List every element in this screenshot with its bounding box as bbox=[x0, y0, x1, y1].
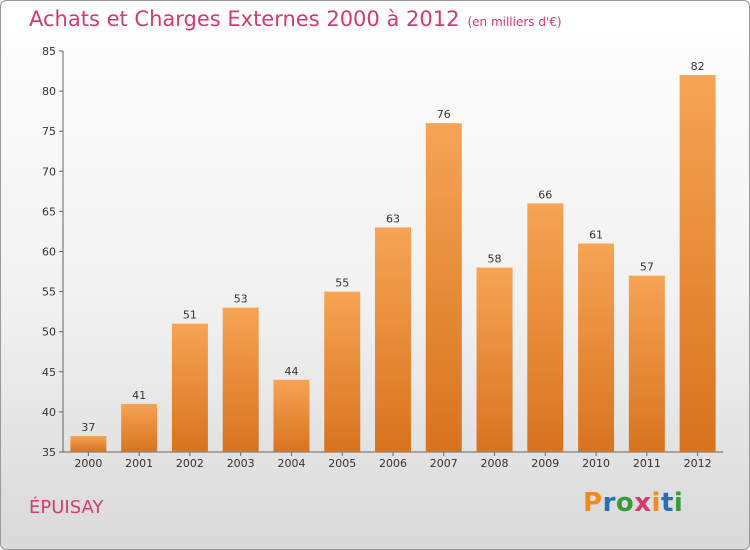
y-tick-label: 80 bbox=[42, 85, 56, 98]
x-tick-label: 2004 bbox=[277, 457, 305, 470]
x-tick-label: 2002 bbox=[176, 457, 204, 470]
logo-letter: P bbox=[583, 488, 603, 518]
data-label-2010: 61 bbox=[589, 228, 603, 241]
bar-2011 bbox=[628, 275, 665, 452]
data-label-2006: 63 bbox=[386, 212, 400, 225]
x-tick-label: 2000 bbox=[74, 457, 102, 470]
x-tick-label: 2009 bbox=[531, 457, 559, 470]
x-tick-label: 2005 bbox=[328, 457, 356, 470]
bar-2007 bbox=[425, 123, 462, 453]
commune-name: ÉPUISAY bbox=[29, 497, 104, 518]
data-label-2004: 44 bbox=[284, 365, 298, 378]
bar-2010 bbox=[578, 243, 615, 452]
bar-2006 bbox=[375, 227, 411, 452]
logo-letter: r bbox=[602, 488, 616, 518]
data-label-2001: 41 bbox=[132, 389, 146, 402]
chart-title-text: Achats et Charges Externes 2000 à 2012 bbox=[29, 7, 460, 31]
data-label-2009: 66 bbox=[538, 188, 552, 201]
bar-2009 bbox=[527, 203, 564, 452]
bar-2008 bbox=[476, 267, 513, 452]
x-tick-label: 2003 bbox=[227, 457, 255, 470]
data-label-2003: 53 bbox=[234, 293, 248, 306]
bar-2004 bbox=[273, 379, 310, 452]
x-tick-label: 2012 bbox=[684, 457, 712, 470]
chart-title: Achats et Charges Externes 2000 à 2012 (e… bbox=[29, 7, 562, 31]
data-label-2005: 55 bbox=[335, 277, 349, 290]
logo-letter: o bbox=[615, 488, 635, 518]
logo-letter: x bbox=[634, 488, 652, 518]
y-tick-label: 50 bbox=[42, 326, 56, 339]
bar-2003 bbox=[222, 307, 259, 452]
y-tick-label: 45 bbox=[42, 366, 56, 379]
y-tick-label: 35 bbox=[42, 446, 56, 459]
x-tick-label: 2008 bbox=[481, 457, 509, 470]
y-tick-label: 70 bbox=[42, 165, 56, 178]
x-tick-label: 2001 bbox=[125, 457, 153, 470]
bar-2001 bbox=[121, 403, 158, 452]
logo-letter: i bbox=[651, 488, 661, 518]
x-tick-label: 2011 bbox=[633, 457, 661, 470]
data-label-2000: 37 bbox=[81, 421, 95, 434]
logo-letter: i bbox=[673, 488, 684, 518]
data-label-2012: 82 bbox=[691, 60, 705, 73]
logo-letter: t bbox=[660, 488, 674, 518]
bar-2002 bbox=[171, 323, 208, 452]
proxiti-logo: Proxiti bbox=[583, 488, 683, 518]
y-tick-label: 65 bbox=[42, 205, 56, 218]
chart-subtitle: (en milliers d'€) bbox=[467, 15, 562, 29]
data-label-2002: 51 bbox=[183, 309, 197, 322]
data-label-2007: 76 bbox=[437, 108, 451, 121]
bar-2012 bbox=[679, 75, 716, 452]
x-tick-label: 2007 bbox=[430, 457, 458, 470]
bar-2000 bbox=[70, 435, 107, 452]
x-tick-label: 2010 bbox=[582, 457, 610, 470]
y-tick-label: 40 bbox=[42, 406, 56, 419]
x-tick-label: 2006 bbox=[379, 457, 407, 470]
data-label-2008: 58 bbox=[488, 253, 502, 266]
data-label-2011: 57 bbox=[640, 261, 654, 274]
bar-2005 bbox=[324, 291, 361, 452]
y-tick-label: 55 bbox=[42, 286, 56, 299]
y-tick-label: 60 bbox=[42, 246, 56, 259]
y-tick-label: 85 bbox=[42, 45, 56, 58]
y-tick-label: 75 bbox=[42, 125, 56, 138]
